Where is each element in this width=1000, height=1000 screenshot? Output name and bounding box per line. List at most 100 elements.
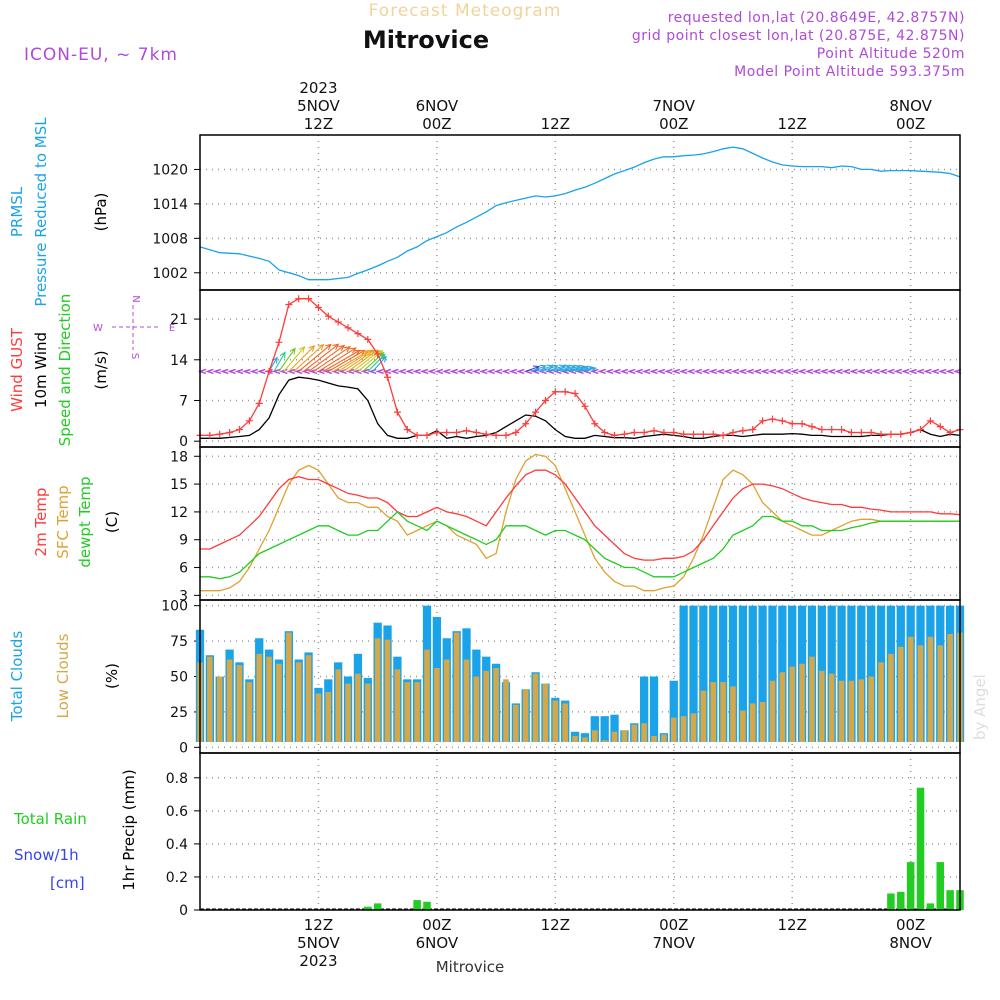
y-tick-label: 9 bbox=[179, 533, 188, 549]
low-cloud-bar bbox=[552, 700, 559, 742]
wind-gust-point bbox=[857, 428, 865, 436]
wind-direction-mark bbox=[871, 368, 880, 375]
model-label: ICON-EU, ~ 7km bbox=[24, 45, 178, 65]
compass-west: W bbox=[93, 323, 103, 334]
wind-gust-point bbox=[867, 428, 875, 436]
wind-gust-point bbox=[255, 399, 263, 407]
rain-bar bbox=[946, 890, 954, 910]
wind-gust-point bbox=[838, 426, 846, 434]
low-cloud-bar bbox=[572, 736, 578, 742]
watermark-text: by Angel bbox=[971, 674, 989, 740]
wind-vector-arrowhead bbox=[324, 343, 332, 351]
wind-gust-point bbox=[788, 420, 796, 428]
wind-gust-point bbox=[453, 428, 461, 436]
low-cloud-bar bbox=[276, 663, 282, 742]
wind-direction-mark bbox=[205, 368, 214, 375]
wind-vector-arrow bbox=[367, 354, 386, 372]
low-cloud-bar bbox=[325, 692, 332, 742]
wind-gust-point bbox=[541, 396, 549, 404]
low-cloud-bar bbox=[256, 653, 262, 742]
pressure-unit-label: (hPa) bbox=[92, 193, 110, 232]
wind-direction-mark bbox=[827, 368, 836, 375]
wind-direction-mark bbox=[915, 368, 925, 375]
wind-vector-arrow bbox=[337, 349, 373, 372]
bottom-time-label: 12Z bbox=[778, 916, 807, 934]
low-cloud-bar bbox=[394, 669, 401, 742]
top-time-label: 12Z bbox=[778, 115, 807, 133]
wind-vector-arrow bbox=[574, 366, 593, 372]
wind-gust-point bbox=[917, 426, 925, 434]
wind-vector-arrow bbox=[555, 365, 575, 372]
wind-gust-point bbox=[235, 426, 243, 434]
wind-direction-mark bbox=[715, 368, 725, 375]
total-cloud-bar bbox=[649, 676, 659, 742]
bottom-time-label: 00Z bbox=[896, 916, 925, 934]
low-cloud-bar bbox=[345, 683, 351, 742]
low-cloud-bar bbox=[315, 693, 322, 742]
y-tick-label: 0.6 bbox=[166, 804, 188, 820]
y-tick-label: 6 bbox=[179, 561, 188, 577]
wind-gust-point bbox=[680, 430, 688, 438]
total-cloud-bar bbox=[610, 714, 619, 742]
wind-gust-point bbox=[354, 330, 362, 338]
compass-east: E bbox=[169, 323, 175, 334]
pressure-series-line bbox=[199, 146, 961, 281]
wind-vector-arrow bbox=[550, 365, 570, 372]
wind-vector-arrowhead bbox=[343, 346, 352, 353]
wind-direction-mark bbox=[752, 368, 762, 375]
cloud-unit-label: (%) bbox=[103, 663, 121, 689]
low-cloud-bar bbox=[562, 703, 568, 742]
pressure-axis-label: Pressure Reduced to MSL bbox=[32, 117, 50, 307]
wind-direction-mark bbox=[516, 368, 525, 375]
chart-subtitle: Forecast Meteogram bbox=[369, 1, 562, 21]
low-cloud-bar bbox=[671, 717, 677, 742]
wind-vector-arrowhead bbox=[271, 356, 278, 364]
wind-gust-point bbox=[462, 427, 470, 435]
wind-direction-mark bbox=[849, 368, 858, 375]
wind-vector-arrowhead bbox=[308, 345, 316, 352]
wind-gust-point bbox=[393, 408, 401, 416]
wind-unit-label: (m/s) bbox=[92, 350, 110, 389]
info-line: grid point closest lon,lat (20.875E, 42.… bbox=[632, 28, 965, 44]
wind-direction-mark bbox=[464, 368, 473, 375]
low-cloud-bar bbox=[453, 632, 460, 742]
bottom-time-label: 00Z bbox=[422, 916, 451, 934]
wind-gust-point bbox=[403, 426, 411, 434]
wind-direction-mark bbox=[886, 368, 895, 375]
top-time-label: 00Z bbox=[422, 115, 451, 133]
low-cloud-bar bbox=[335, 669, 341, 742]
low-cloud-bar bbox=[819, 670, 825, 742]
low-cloud-bar bbox=[582, 737, 588, 742]
wind-direction-mark bbox=[856, 368, 866, 375]
wind-vector-arrow bbox=[323, 349, 361, 372]
low-cloud-bar bbox=[434, 668, 440, 742]
y-tick-label: 50 bbox=[170, 670, 188, 686]
wind-gust-point bbox=[887, 430, 895, 438]
wind-direction-mark bbox=[686, 368, 695, 375]
total-cloud-bar bbox=[857, 605, 866, 742]
wind-gust-point bbox=[719, 431, 727, 439]
bottom-time-label: 5NOV bbox=[297, 934, 340, 952]
top-time-label: 00Z bbox=[659, 115, 688, 133]
y-tick-label: 1008 bbox=[152, 231, 188, 247]
total-cloud-bar bbox=[847, 605, 856, 742]
low-cloud-bar bbox=[828, 673, 835, 742]
wind-vector-arrow bbox=[273, 352, 286, 372]
panel-frame bbox=[199, 752, 961, 911]
compass-north: N bbox=[130, 295, 141, 302]
wind-gust-point bbox=[532, 408, 540, 416]
dewpoint-axis-label: dewpt Temp bbox=[76, 476, 94, 567]
rain-legend-label: Total Rain bbox=[13, 810, 87, 828]
wind-vector-arrow bbox=[372, 356, 387, 372]
total-cloud-bar bbox=[600, 716, 609, 742]
low-cloud-bar bbox=[503, 679, 509, 742]
wind-speed-series-line bbox=[200, 376, 961, 439]
wind-direction-mark bbox=[812, 368, 821, 375]
wind-vector-arrowhead bbox=[279, 351, 286, 359]
wind-direction-mark bbox=[938, 368, 947, 375]
wind-direction-mark bbox=[627, 368, 636, 375]
wind-direction-mark bbox=[479, 368, 488, 375]
wind-direction-mark bbox=[375, 368, 384, 375]
wind-direction-mark bbox=[908, 368, 917, 375]
wind-direction-mark bbox=[197, 368, 207, 375]
